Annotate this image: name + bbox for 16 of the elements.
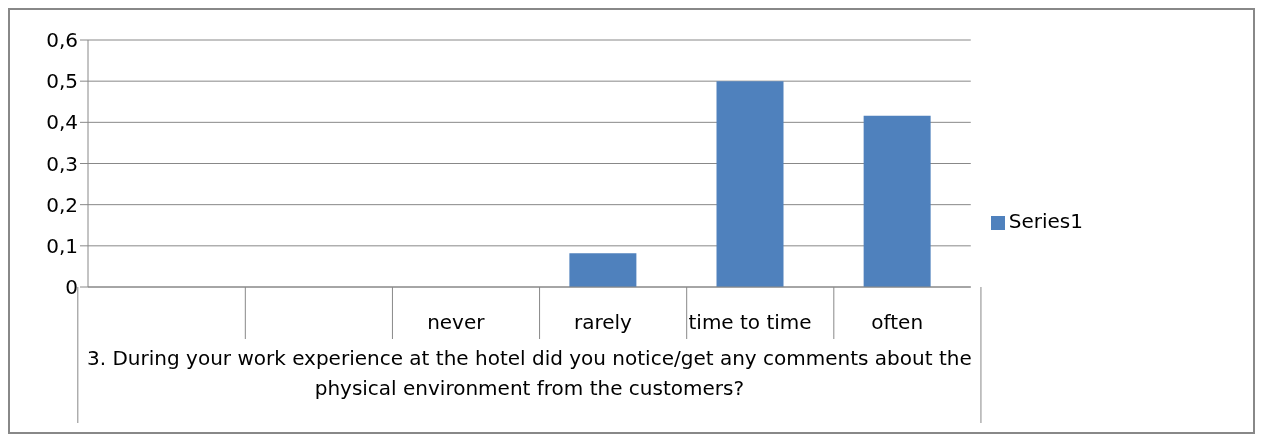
bar xyxy=(716,81,784,287)
y-tick-label: 0,1 xyxy=(46,233,78,258)
x-axis-title: 3. During your work experience at the hotel did you notice/get any comments about the physical environment from the customers? xyxy=(87,346,972,400)
legend-label: Series1 xyxy=(1008,209,1083,233)
y-tick-label: 0,2 xyxy=(46,192,78,217)
y-tick-label: 0,5 xyxy=(46,69,78,94)
y-tick-label: 0,4 xyxy=(46,110,78,135)
x-tick-label: often xyxy=(871,310,924,334)
y-tick-label: 0,6 xyxy=(46,28,78,53)
bar xyxy=(863,115,931,287)
bar xyxy=(569,253,637,287)
x-tick-label: time to time xyxy=(688,310,812,334)
y-tick-label: 0 xyxy=(65,275,78,300)
y-tick-label: 0,3 xyxy=(46,151,78,176)
x-tick-label: never xyxy=(427,310,486,334)
x-tick-label: rarely xyxy=(573,310,633,334)
